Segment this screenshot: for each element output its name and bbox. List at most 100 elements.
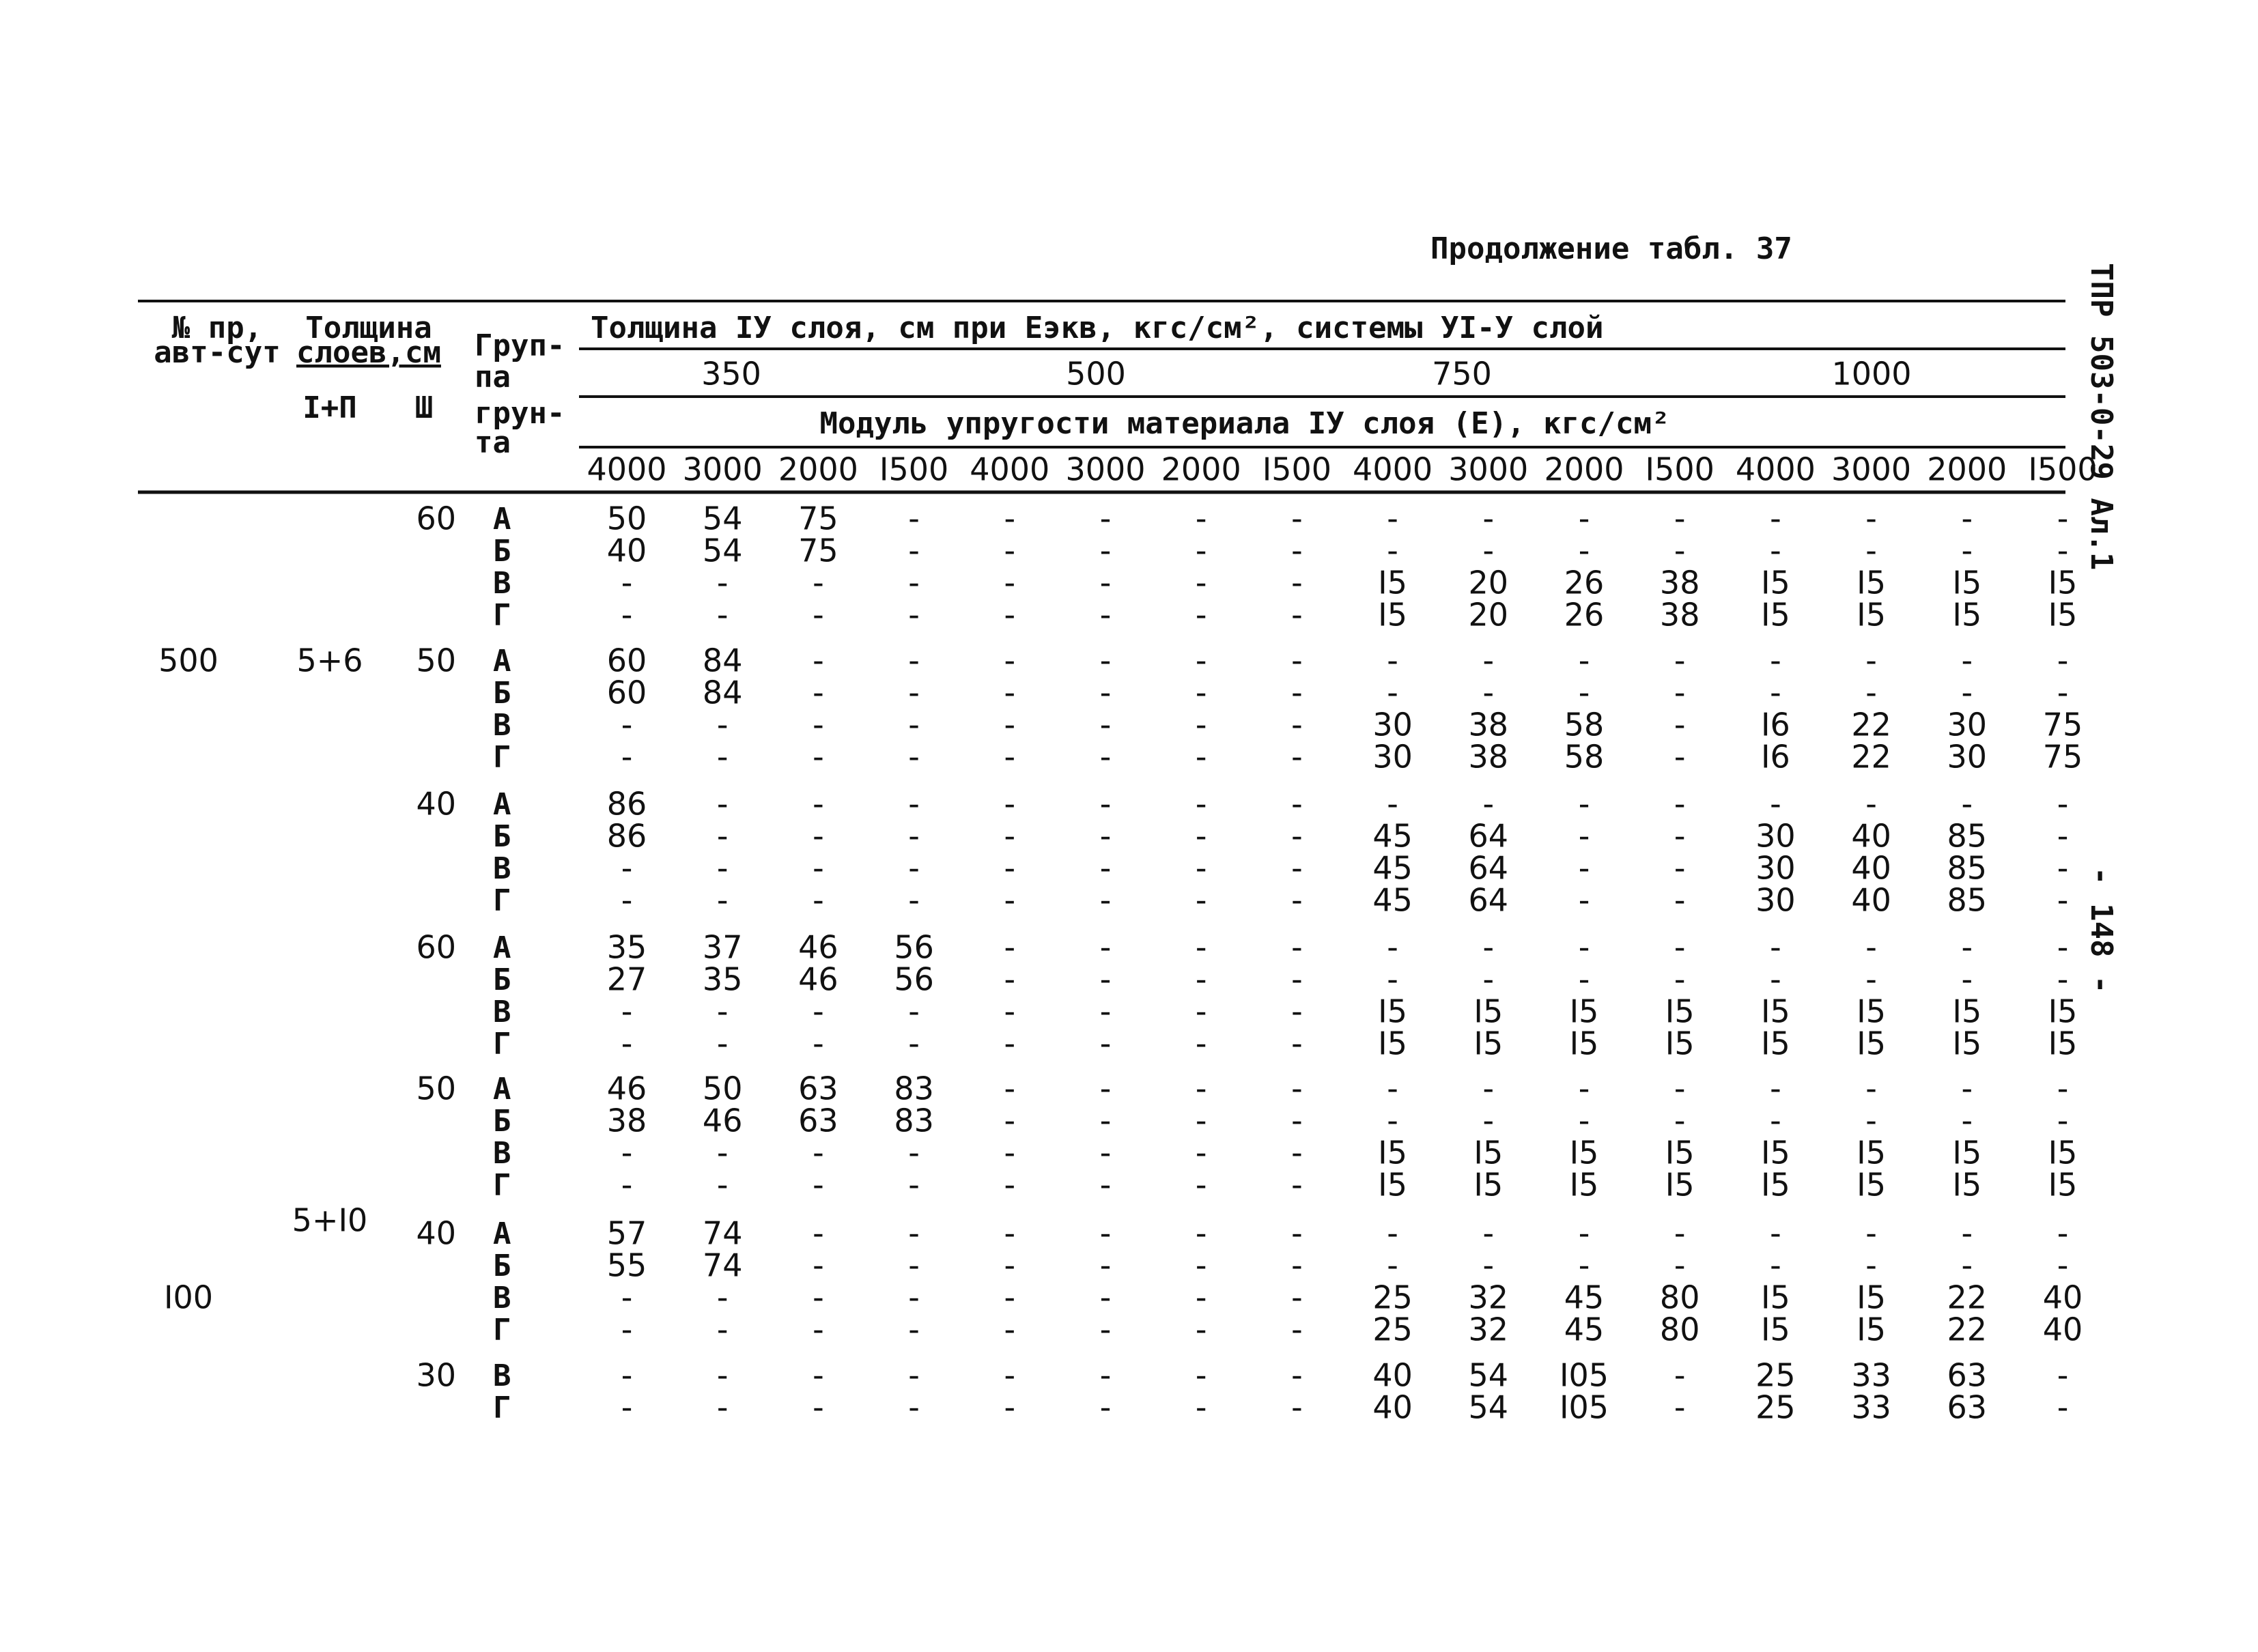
cell: - (621, 565, 633, 601)
cell: I5 (1952, 1167, 1981, 1204)
cell: - (1579, 532, 1590, 569)
cell: - (2057, 1247, 2069, 1284)
cell: - (1100, 1389, 1112, 1426)
cell: В (493, 566, 511, 601)
cell: - (1100, 739, 1112, 775)
cell: I5 (1473, 993, 1503, 1030)
cell: I5 (2048, 597, 2078, 633)
cell: I5 (1761, 1135, 1790, 1171)
cell: - (1387, 961, 1398, 998)
cell: - (2057, 929, 2069, 966)
cell: 40 (1851, 882, 1891, 919)
cell: 50 (416, 1070, 456, 1107)
cell: - (813, 739, 824, 775)
cell: 75 (2043, 739, 2083, 775)
cell: - (1196, 1025, 1207, 1062)
cell: 46 (607, 1070, 647, 1107)
cell: - (1196, 1357, 1207, 1394)
cell: I5 (1473, 1167, 1503, 1204)
cell: 33 (1851, 1357, 1891, 1394)
cell: - (813, 850, 824, 887)
cell: - (1961, 1215, 1973, 1252)
cell: - (1961, 961, 1973, 998)
cell: - (717, 1167, 729, 1204)
cell: - (1100, 500, 1112, 537)
cell: I5 (1952, 565, 1981, 601)
cell: - (1579, 818, 1590, 855)
cell: - (717, 597, 729, 633)
header-cell: I500 (1262, 451, 1331, 488)
cell: - (908, 1357, 920, 1394)
cell: - (1291, 1247, 1303, 1284)
cell: - (1865, 532, 1877, 569)
cell: 54 (703, 500, 743, 537)
cell: - (621, 1357, 633, 1394)
cell: - (1865, 929, 1877, 966)
cell: - (813, 642, 824, 679)
cell: - (717, 1025, 729, 1062)
cell: - (908, 532, 920, 569)
cell: - (1196, 1279, 1207, 1316)
cell: - (1291, 961, 1303, 998)
cell: - (908, 500, 920, 537)
cell: I5 (1665, 1167, 1695, 1204)
cell: - (1196, 1389, 1207, 1426)
cell: - (1291, 993, 1303, 1030)
cell: А (493, 1216, 511, 1251)
cell: - (1291, 500, 1303, 537)
cell: Б (493, 534, 511, 569)
cell: - (1482, 961, 1494, 998)
cell: - (2057, 1215, 2069, 1252)
cell: I5 (1378, 565, 1407, 601)
cell: I5 (1761, 597, 1790, 633)
cell: - (1100, 532, 1112, 569)
cell: 54 (1469, 1389, 1509, 1426)
cell: - (621, 707, 633, 743)
cell: I5 (1857, 1311, 1886, 1348)
cell: 37 (703, 929, 743, 966)
cell: - (1100, 882, 1112, 919)
cell: - (1770, 532, 1781, 569)
cell: - (1291, 674, 1303, 711)
cell: - (1674, 818, 1686, 855)
cell: - (1291, 739, 1303, 775)
cell: - (908, 1247, 920, 1284)
cell: - (1196, 1215, 1207, 1252)
cell: - (717, 850, 729, 887)
cell: - (1674, 500, 1686, 537)
cell: 38 (1469, 707, 1509, 743)
cell: - (1674, 1215, 1686, 1252)
cell: - (1865, 1102, 1877, 1139)
cell: - (1196, 882, 1207, 919)
cell: 30 (1947, 739, 1988, 775)
cell: - (717, 786, 729, 823)
cell: - (1674, 961, 1686, 998)
page-number: - 148 - (2084, 867, 2119, 993)
cell: - (1004, 786, 1015, 823)
cell: 20 (1469, 597, 1509, 633)
cell: 85 (1947, 850, 1988, 887)
header-cell: I+П (302, 390, 356, 425)
cell: Б (493, 819, 511, 854)
cell: - (1579, 882, 1590, 919)
cell: 56 (894, 929, 934, 966)
cell: 40 (416, 1215, 456, 1252)
cell: Б (493, 676, 511, 711)
cell: 46 (798, 961, 838, 998)
cell: 27 (607, 961, 647, 998)
cell: - (621, 1025, 633, 1062)
cell: - (1961, 532, 1973, 569)
cell: - (1387, 1215, 1398, 1252)
cell: - (813, 993, 824, 1030)
cell: - (1004, 532, 1015, 569)
cell: - (1004, 1311, 1015, 1348)
cell: 30 (1372, 739, 1413, 775)
cell: - (1865, 1070, 1877, 1107)
header-cell: I500 (1646, 451, 1714, 488)
cell: - (1100, 565, 1112, 601)
cell: - (1387, 786, 1398, 823)
cell: 33 (1851, 1389, 1891, 1426)
cell: - (1100, 674, 1112, 711)
cell: I00 (164, 1279, 213, 1316)
cell: - (2057, 674, 2069, 711)
